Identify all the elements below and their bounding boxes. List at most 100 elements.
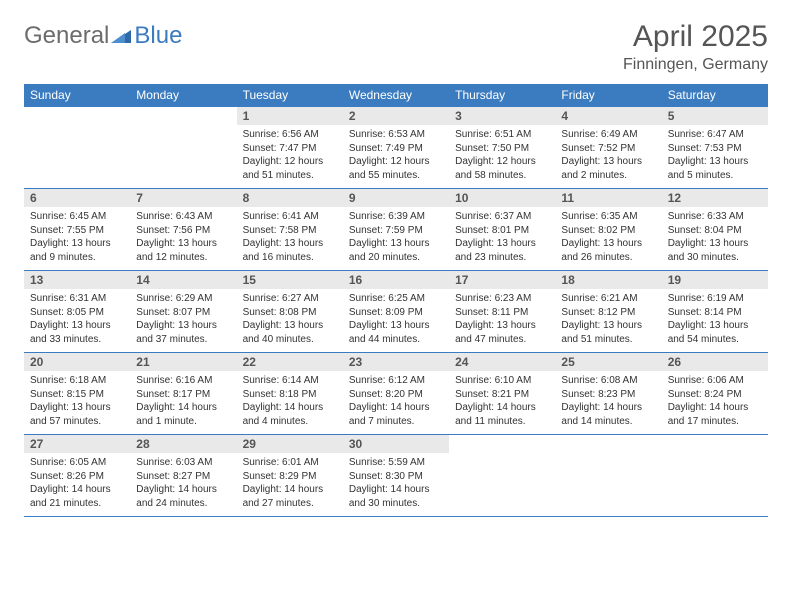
- day-details: Sunrise: 6:25 AMSunset: 8:09 PMDaylight:…: [343, 289, 449, 350]
- daylight-text: Daylight: 14 hours and 4 minutes.: [243, 401, 337, 428]
- calendar-row: 6Sunrise: 6:45 AMSunset: 7:55 PMDaylight…: [24, 189, 768, 271]
- calendar-cell: 11Sunrise: 6:35 AMSunset: 8:02 PMDayligh…: [555, 189, 661, 271]
- daylight-text: Daylight: 13 hours and 30 minutes.: [668, 237, 762, 264]
- calendar-cell: 19Sunrise: 6:19 AMSunset: 8:14 PMDayligh…: [662, 271, 768, 353]
- day-number: 7: [130, 189, 236, 207]
- day-number: 2: [343, 107, 449, 125]
- calendar-cell: 18Sunrise: 6:21 AMSunset: 8:12 PMDayligh…: [555, 271, 661, 353]
- day-details: Sunrise: 6:14 AMSunset: 8:18 PMDaylight:…: [237, 371, 343, 432]
- day-details: Sunrise: 6:43 AMSunset: 7:56 PMDaylight:…: [130, 207, 236, 268]
- day-number: 1: [237, 107, 343, 125]
- day-number: 27: [24, 435, 130, 453]
- calendar-cell: 12Sunrise: 6:33 AMSunset: 8:04 PMDayligh…: [662, 189, 768, 271]
- day-number: 11: [555, 189, 661, 207]
- sunset-text: Sunset: 7:52 PM: [561, 142, 655, 156]
- calendar-cell: 23Sunrise: 6:12 AMSunset: 8:20 PMDayligh…: [343, 353, 449, 435]
- sunset-text: Sunset: 7:53 PM: [668, 142, 762, 156]
- sunrise-text: Sunrise: 6:21 AM: [561, 292, 655, 306]
- sunset-text: Sunset: 7:47 PM: [243, 142, 337, 156]
- sunset-text: Sunset: 8:15 PM: [30, 388, 124, 402]
- daylight-text: Daylight: 14 hours and 1 minute.: [136, 401, 230, 428]
- sunset-text: Sunset: 7:50 PM: [455, 142, 549, 156]
- day-details: Sunrise: 6:56 AMSunset: 7:47 PMDaylight:…: [237, 125, 343, 186]
- day-details: Sunrise: 6:01 AMSunset: 8:29 PMDaylight:…: [237, 453, 343, 514]
- day-details: Sunrise: 6:23 AMSunset: 8:11 PMDaylight:…: [449, 289, 555, 350]
- sunrise-text: Sunrise: 6:01 AM: [243, 456, 337, 470]
- sunset-text: Sunset: 8:04 PM: [668, 224, 762, 238]
- col-thursday: Thursday: [449, 84, 555, 107]
- calendar-table: Sunday Monday Tuesday Wednesday Thursday…: [24, 84, 768, 517]
- calendar-cell: 16Sunrise: 6:25 AMSunset: 8:09 PMDayligh…: [343, 271, 449, 353]
- sunset-text: Sunset: 7:55 PM: [30, 224, 124, 238]
- day-details: Sunrise: 6:12 AMSunset: 8:20 PMDaylight:…: [343, 371, 449, 432]
- sunrise-text: Sunrise: 6:51 AM: [455, 128, 549, 142]
- sunrise-text: Sunrise: 6:49 AM: [561, 128, 655, 142]
- calendar-cell: 13Sunrise: 6:31 AMSunset: 8:05 PMDayligh…: [24, 271, 130, 353]
- sunrise-text: Sunrise: 6:06 AM: [668, 374, 762, 388]
- sunset-text: Sunset: 8:17 PM: [136, 388, 230, 402]
- calendar-row: 13Sunrise: 6:31 AMSunset: 8:05 PMDayligh…: [24, 271, 768, 353]
- daylight-text: Daylight: 14 hours and 14 minutes.: [561, 401, 655, 428]
- sunset-text: Sunset: 8:30 PM: [349, 470, 443, 484]
- calendar-cell: 28Sunrise: 6:03 AMSunset: 8:27 PMDayligh…: [130, 435, 236, 517]
- day-details: Sunrise: 6:16 AMSunset: 8:17 PMDaylight:…: [130, 371, 236, 432]
- sunrise-text: Sunrise: 6:10 AM: [455, 374, 549, 388]
- day-details: Sunrise: 6:39 AMSunset: 7:59 PMDaylight:…: [343, 207, 449, 268]
- day-details: Sunrise: 6:10 AMSunset: 8:21 PMDaylight:…: [449, 371, 555, 432]
- col-sunday: Sunday: [24, 84, 130, 107]
- header: General Blue April 2025 Finningen, Germa…: [24, 20, 768, 74]
- calendar-cell: 15Sunrise: 6:27 AMSunset: 8:08 PMDayligh…: [237, 271, 343, 353]
- sunrise-text: Sunrise: 6:31 AM: [30, 292, 124, 306]
- day-number: 29: [237, 435, 343, 453]
- day-details: Sunrise: 6:31 AMSunset: 8:05 PMDaylight:…: [24, 289, 130, 350]
- calendar-cell: 10Sunrise: 6:37 AMSunset: 8:01 PMDayligh…: [449, 189, 555, 271]
- calendar-cell: 8Sunrise: 6:41 AMSunset: 7:58 PMDaylight…: [237, 189, 343, 271]
- daylight-text: Daylight: 13 hours and 57 minutes.: [30, 401, 124, 428]
- col-wednesday: Wednesday: [343, 84, 449, 107]
- sunrise-text: Sunrise: 6:05 AM: [30, 456, 124, 470]
- sunrise-text: Sunrise: 6:18 AM: [30, 374, 124, 388]
- day-number: 15: [237, 271, 343, 289]
- calendar-cell: 4Sunrise: 6:49 AMSunset: 7:52 PMDaylight…: [555, 107, 661, 189]
- day-details: Sunrise: 6:27 AMSunset: 8:08 PMDaylight:…: [237, 289, 343, 350]
- sunset-text: Sunset: 8:14 PM: [668, 306, 762, 320]
- calendar-cell: 9Sunrise: 6:39 AMSunset: 7:59 PMDaylight…: [343, 189, 449, 271]
- sunset-text: Sunset: 7:49 PM: [349, 142, 443, 156]
- day-number: 9: [343, 189, 449, 207]
- day-details: Sunrise: 6:33 AMSunset: 8:04 PMDaylight:…: [662, 207, 768, 268]
- day-details: Sunrise: 6:53 AMSunset: 7:49 PMDaylight:…: [343, 125, 449, 186]
- sunset-text: Sunset: 8:21 PM: [455, 388, 549, 402]
- day-details: Sunrise: 6:21 AMSunset: 8:12 PMDaylight:…: [555, 289, 661, 350]
- calendar-cell: 30Sunrise: 5:59 AMSunset: 8:30 PMDayligh…: [343, 435, 449, 517]
- sunrise-text: Sunrise: 6:03 AM: [136, 456, 230, 470]
- daylight-text: Daylight: 14 hours and 21 minutes.: [30, 483, 124, 510]
- daylight-text: Daylight: 14 hours and 11 minutes.: [455, 401, 549, 428]
- daylight-text: Daylight: 14 hours and 27 minutes.: [243, 483, 337, 510]
- day-number: 22: [237, 353, 343, 371]
- sunrise-text: Sunrise: 6:19 AM: [668, 292, 762, 306]
- logo-icon: [111, 27, 133, 45]
- day-number: 26: [662, 353, 768, 371]
- calendar-cell: 25Sunrise: 6:08 AMSunset: 8:23 PMDayligh…: [555, 353, 661, 435]
- daylight-text: Daylight: 14 hours and 30 minutes.: [349, 483, 443, 510]
- sunrise-text: Sunrise: 6:35 AM: [561, 210, 655, 224]
- day-number: 13: [24, 271, 130, 289]
- day-details: Sunrise: 6:35 AMSunset: 8:02 PMDaylight:…: [555, 207, 661, 268]
- day-details: Sunrise: 6:41 AMSunset: 7:58 PMDaylight:…: [237, 207, 343, 268]
- sunrise-text: Sunrise: 6:14 AM: [243, 374, 337, 388]
- sunset-text: Sunset: 7:56 PM: [136, 224, 230, 238]
- daylight-text: Daylight: 13 hours and 47 minutes.: [455, 319, 549, 346]
- calendar-cell: [130, 107, 236, 189]
- calendar-cell: 26Sunrise: 6:06 AMSunset: 8:24 PMDayligh…: [662, 353, 768, 435]
- col-tuesday: Tuesday: [237, 84, 343, 107]
- sunset-text: Sunset: 8:20 PM: [349, 388, 443, 402]
- day-details: Sunrise: 6:37 AMSunset: 8:01 PMDaylight:…: [449, 207, 555, 268]
- day-number: 23: [343, 353, 449, 371]
- day-details: Sunrise: 6:29 AMSunset: 8:07 PMDaylight:…: [130, 289, 236, 350]
- daylight-text: Daylight: 13 hours and 40 minutes.: [243, 319, 337, 346]
- day-details: Sunrise: 6:08 AMSunset: 8:23 PMDaylight:…: [555, 371, 661, 432]
- sunrise-text: Sunrise: 6:12 AM: [349, 374, 443, 388]
- day-number: 12: [662, 189, 768, 207]
- day-details: Sunrise: 6:03 AMSunset: 8:27 PMDaylight:…: [130, 453, 236, 514]
- daylight-text: Daylight: 13 hours and 33 minutes.: [30, 319, 124, 346]
